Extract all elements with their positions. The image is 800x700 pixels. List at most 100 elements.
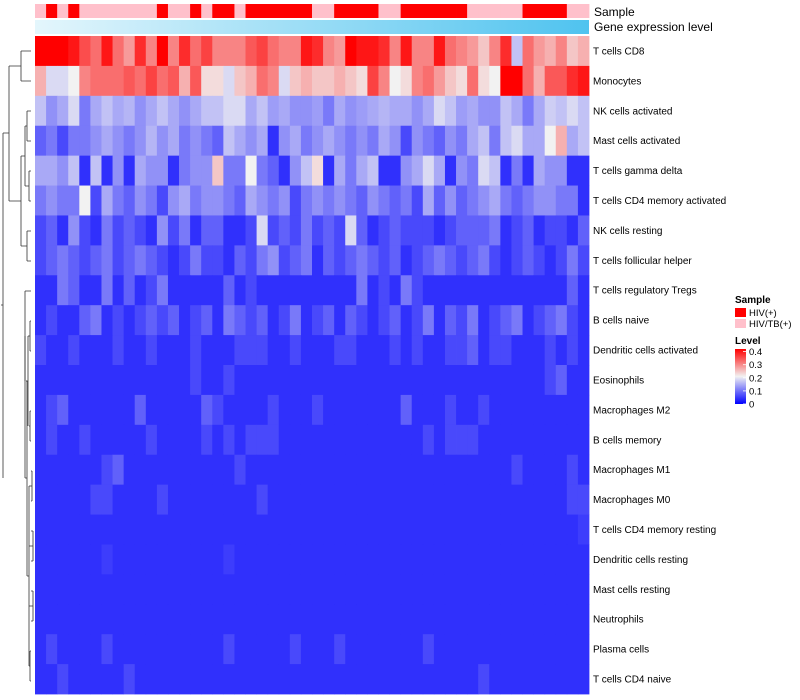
heatmap-cell [345, 275, 357, 306]
heatmap-cell [356, 365, 368, 396]
heatmap-cell [234, 36, 246, 67]
heatmap-cell [533, 185, 546, 216]
heatmap-cell [522, 215, 534, 246]
heatmap-cell [312, 424, 324, 456]
heatmap-cell [167, 335, 180, 366]
heatmap-cell [223, 574, 235, 605]
heatmap-cell [234, 544, 246, 575]
heatmap-cell [312, 664, 324, 695]
heatmap-cell [289, 514, 302, 545]
heatmap-cell [300, 275, 313, 306]
heatmap-cell [68, 365, 80, 396]
heatmap-cell [123, 604, 136, 635]
heatmap-cell [134, 245, 147, 276]
heatmap-cell [489, 365, 501, 396]
heatmap-cell [134, 95, 147, 127]
heatmap-cell [356, 544, 368, 575]
heatmap-cell [90, 65, 102, 97]
heatmap-cell [267, 275, 280, 306]
heatmap-cell [212, 155, 224, 186]
heatmap-cell [489, 454, 501, 486]
heatmap-cell [223, 215, 235, 246]
heatmap-cell [46, 574, 58, 605]
heatmap-cell [112, 634, 125, 665]
heatmap-cell [456, 95, 468, 127]
heatmap-cell [234, 634, 246, 665]
heatmap-cell [46, 604, 58, 635]
heatmap-cell [167, 394, 180, 426]
heatmap-cell [300, 125, 313, 157]
heatmap-cell [444, 424, 457, 456]
heatmap-cell [278, 95, 291, 127]
heatmap-cell [134, 335, 147, 366]
heatmap-cell [345, 424, 357, 456]
heatmap-cell [68, 215, 80, 246]
heatmap-cell [389, 185, 402, 216]
heatmap-cell [489, 305, 501, 336]
heatmap-cell [511, 634, 523, 665]
heatmap-cell [112, 215, 125, 246]
heatmap-cell [478, 185, 490, 216]
sample-annotation-cell [267, 4, 280, 18]
heatmap-cell [167, 65, 180, 97]
heatmap-cell [267, 604, 280, 635]
heatmap-cell [555, 125, 568, 157]
heatmap-cell [179, 634, 191, 665]
heatmap-cell [378, 305, 390, 336]
heatmap-cell [278, 215, 291, 246]
heatmap-cell [57, 36, 69, 67]
heatmap-cell [323, 574, 335, 605]
heatmap-cell [167, 365, 180, 396]
heatmap-cell [123, 365, 136, 396]
heatmap-cell [300, 604, 313, 635]
row-label: Macrophages M2 [593, 405, 671, 416]
heatmap-cell [101, 65, 113, 97]
heatmap-cell [68, 335, 80, 366]
heatmap-cell [478, 155, 490, 186]
heatmap-cell [68, 634, 80, 665]
heatmap-cell [156, 305, 169, 336]
heatmap-cell [35, 275, 47, 306]
heatmap-cell [256, 394, 269, 426]
heatmap-cell [57, 394, 69, 426]
heatmap-cell [511, 544, 523, 575]
heatmap-cell [46, 664, 58, 695]
heatmap-cell [57, 514, 69, 545]
row-label: T cells regulatory Tregs [593, 286, 697, 297]
heatmap-cell [179, 185, 191, 216]
heatmap-cell [35, 245, 47, 276]
heatmap-cell [201, 36, 213, 67]
heatmap-cell [411, 514, 424, 545]
heatmap-cell [79, 125, 91, 157]
heatmap-cell [145, 275, 158, 306]
heatmap-cell [489, 514, 501, 545]
heatmap-cell [123, 275, 136, 306]
heatmap-cell [467, 155, 479, 186]
heatmap-cell [79, 95, 91, 127]
sample-annotation-cell [68, 4, 80, 18]
heatmap-cell [367, 365, 379, 396]
heatmap-cell [577, 664, 590, 695]
heatmap-cell [478, 574, 490, 605]
heatmap-cell [201, 664, 213, 695]
heatmap-cell [400, 65, 413, 97]
heatmap-cell [400, 394, 413, 426]
heatmap-cell [123, 634, 136, 665]
heatmap-cell [57, 155, 69, 186]
heatmap-cell [489, 215, 501, 246]
heatmap-cell [101, 36, 113, 67]
heatmap-cell [522, 305, 534, 336]
heatmap-cell [145, 664, 158, 695]
heatmap-cell [223, 305, 235, 336]
heatmap-cell [35, 394, 47, 426]
heatmap-cell [323, 125, 335, 157]
heatmap-cell [544, 634, 557, 665]
heatmap-cell [555, 155, 568, 186]
heatmap-cell [411, 454, 424, 486]
heatmap-cell [356, 484, 368, 515]
heatmap-cell [123, 155, 136, 186]
heatmap-cell [489, 275, 501, 306]
heatmap-cell [145, 365, 158, 396]
heatmap-cell [533, 95, 546, 127]
heatmap-cell [544, 185, 557, 216]
